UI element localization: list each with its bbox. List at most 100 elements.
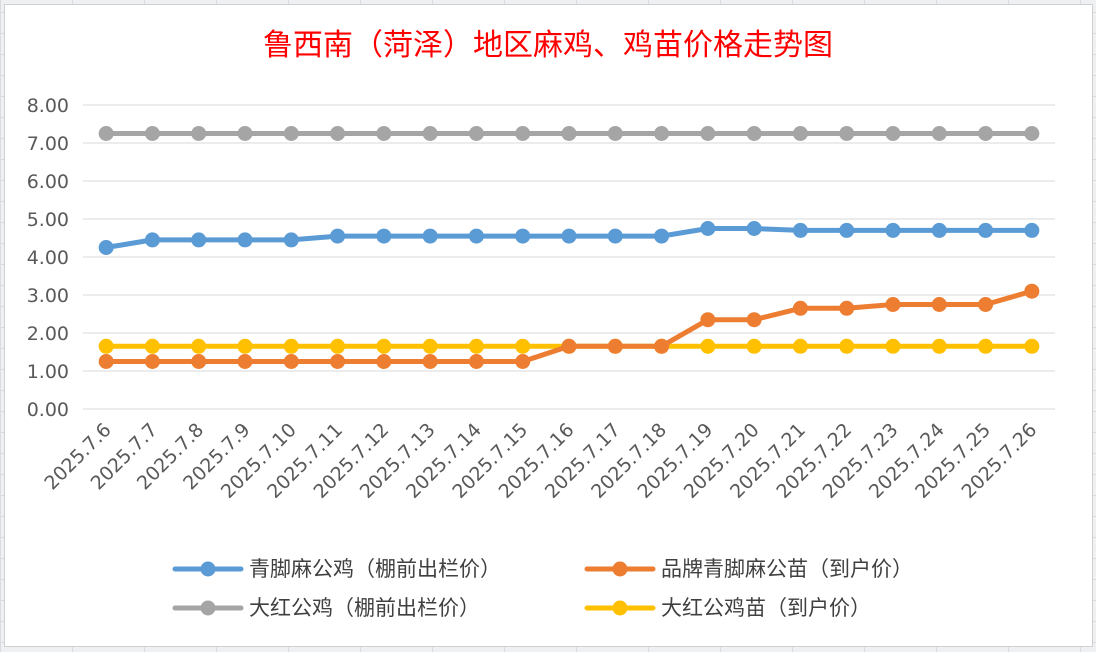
data-point [468, 126, 484, 141]
data-point [515, 228, 531, 244]
y-axis-tick-labels: 0.00 1.00 2.00 3.00 4.00 5.00 6.00 7.00 8.00 [27, 95, 69, 421]
gridlines [83, 104, 1055, 410]
data-point [607, 228, 623, 244]
data-point [700, 126, 716, 141]
data-point [839, 338, 855, 354]
data-point [422, 354, 438, 369]
legend-label: 青脚麻公鸡（棚前出栏价） [249, 557, 501, 581]
data-point [978, 338, 994, 354]
data-point [1024, 283, 1040, 299]
y-tick-label: 1.00 [27, 361, 69, 383]
y-tick-label: 8.00 [27, 95, 69, 117]
data-point [839, 300, 855, 316]
legend-entry: 大红公鸡苗（到户价） [584, 596, 871, 620]
legend-marker [612, 600, 628, 616]
data-point [237, 232, 253, 248]
data-point [422, 228, 438, 244]
data-point [98, 240, 114, 255]
data-point [515, 354, 531, 369]
y-tick-label: 5.00 [27, 209, 69, 231]
chart-title: 鲁西南（菏泽）地区麻鸡、鸡苗价格走势图 [263, 28, 833, 63]
data-point [746, 312, 762, 328]
y-tick-label: 7.00 [27, 133, 69, 155]
data-point [283, 338, 299, 354]
data-point [1024, 126, 1040, 141]
legend-marker [612, 561, 628, 577]
data-point [931, 126, 947, 141]
legend-label: 品牌青脚麻公苗（到户价） [661, 557, 913, 581]
data-point [98, 126, 114, 141]
data-point [839, 222, 855, 238]
data-point [885, 222, 901, 238]
y-tick-label: 6.00 [27, 171, 69, 193]
y-tick-label: 2.00 [27, 323, 69, 345]
data-point [515, 126, 531, 141]
data-point [330, 228, 346, 244]
data-point [283, 354, 299, 369]
data-point [931, 222, 947, 238]
data-point [376, 354, 392, 369]
y-tick-label: 0.00 [27, 399, 69, 421]
y-tick-label: 4.00 [27, 247, 69, 269]
data-point [376, 126, 392, 141]
legend-label: 大红公鸡（棚前出栏价） [249, 596, 480, 620]
data-point [191, 354, 207, 369]
data-point [98, 338, 114, 354]
data-point [1024, 338, 1040, 354]
price-trend-line-chart: 鲁西南（菏泽）地区麻鸡、鸡苗价格走势图 0.00 1.00 2.00 3.00 4.00… [27, 28, 1055, 620]
data-point [978, 297, 994, 312]
data-point [515, 338, 531, 354]
data-point [283, 232, 299, 248]
data-point [654, 228, 670, 244]
data-point [700, 221, 716, 236]
data-point [468, 354, 484, 369]
series-2 [98, 126, 1040, 141]
legend-label: 大红公鸡苗（到户价） [661, 596, 871, 620]
data-point [422, 126, 438, 141]
data-point [792, 126, 808, 141]
x-axis-tick-labels: 2025.7.62025.7.72025.7.82025.7.92025.7.1… [40, 419, 1041, 503]
data-point [237, 126, 253, 141]
data-point [237, 338, 253, 354]
series-1 [98, 283, 1040, 369]
data-point [468, 338, 484, 354]
data-point [931, 297, 947, 312]
data-point [561, 228, 577, 244]
data-point [607, 126, 623, 141]
data-point [144, 354, 160, 369]
data-point [654, 338, 670, 354]
data-point [792, 222, 808, 238]
data-series [98, 126, 1040, 369]
data-point [978, 222, 994, 238]
data-point [191, 338, 207, 354]
data-point [191, 126, 207, 141]
data-point [885, 297, 901, 312]
data-point [98, 354, 114, 369]
data-point [561, 126, 577, 141]
chart-area[interactable]: 鲁西南（菏泽）地区麻鸡、鸡苗价格走势图 0.00 1.00 2.00 3.00 4.00… [4, 4, 1093, 647]
data-point [607, 338, 623, 354]
data-point [839, 126, 855, 141]
data-point [144, 338, 160, 354]
data-point [792, 300, 808, 316]
legend-entry: 青脚麻公鸡（棚前出栏价） [172, 557, 501, 581]
data-point [885, 126, 901, 141]
data-point [792, 338, 808, 354]
data-point [191, 232, 207, 248]
data-point [885, 338, 901, 354]
data-point [422, 338, 438, 354]
legend-marker [200, 561, 216, 577]
data-point [237, 354, 253, 369]
legend: 青脚麻公鸡（棚前出栏价） 品牌青脚麻公苗（到户价） 大红公鸡（棚前出栏价） 大红公鸡苗… [172, 557, 913, 620]
legend-marker [200, 600, 216, 616]
data-point [1024, 222, 1040, 238]
data-point [144, 126, 160, 141]
data-point [746, 126, 762, 141]
data-point [376, 228, 392, 244]
data-point [654, 126, 670, 141]
data-point [700, 312, 716, 328]
data-point [978, 126, 994, 141]
series-0 [98, 221, 1040, 255]
data-point [468, 228, 484, 244]
data-point [376, 338, 392, 354]
